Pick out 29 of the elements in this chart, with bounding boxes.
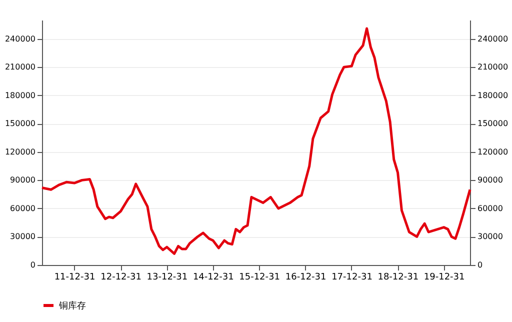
y-tick-label: 120000: [4, 147, 36, 156]
y-tick-label: 60000: [10, 204, 36, 213]
line-series: [40, 27, 472, 255]
y2-tick-label: 90000: [478, 176, 503, 185]
y-tick-label: 90000: [10, 176, 36, 185]
y-tick-label: 0: [30, 260, 36, 270]
y2-tick-label: 240000: [478, 34, 508, 44]
x-tick-label: 19-12-31: [424, 272, 465, 282]
x-tick-label: 11-12-31: [54, 272, 96, 282]
y2-tick-label: 180000: [478, 90, 508, 100]
x-tick-label: 15-12-31: [239, 272, 280, 282]
y2-tick-label: 120000: [478, 147, 508, 156]
x-tick-label: 12-12-31: [100, 272, 142, 282]
y2-tick-label: 210000: [478, 62, 508, 72]
y-tick-label: 30000: [10, 232, 36, 242]
y2-tick-label: 150000: [478, 119, 508, 128]
y2-tick-label: 60000: [478, 204, 503, 213]
x-tick-label: 16-12-31: [285, 272, 326, 282]
x-tick-label: 14-12-31: [192, 272, 234, 282]
y-tick-label: 210000: [4, 62, 36, 72]
y2-tick-label: 30000: [478, 232, 503, 242]
legend-label: 铜库存: [58, 300, 86, 312]
y2-tick-label: 0: [478, 260, 483, 270]
y-tick-label: 150000: [4, 119, 36, 128]
x-tick-label: 13-12-31: [146, 272, 188, 282]
x-tick-label: 17-12-31: [332, 272, 372, 282]
x-tick-label: 18-12-31: [378, 272, 419, 282]
y-tick-label: 240000: [4, 34, 36, 44]
y-tick-label: 180000: [4, 90, 36, 100]
